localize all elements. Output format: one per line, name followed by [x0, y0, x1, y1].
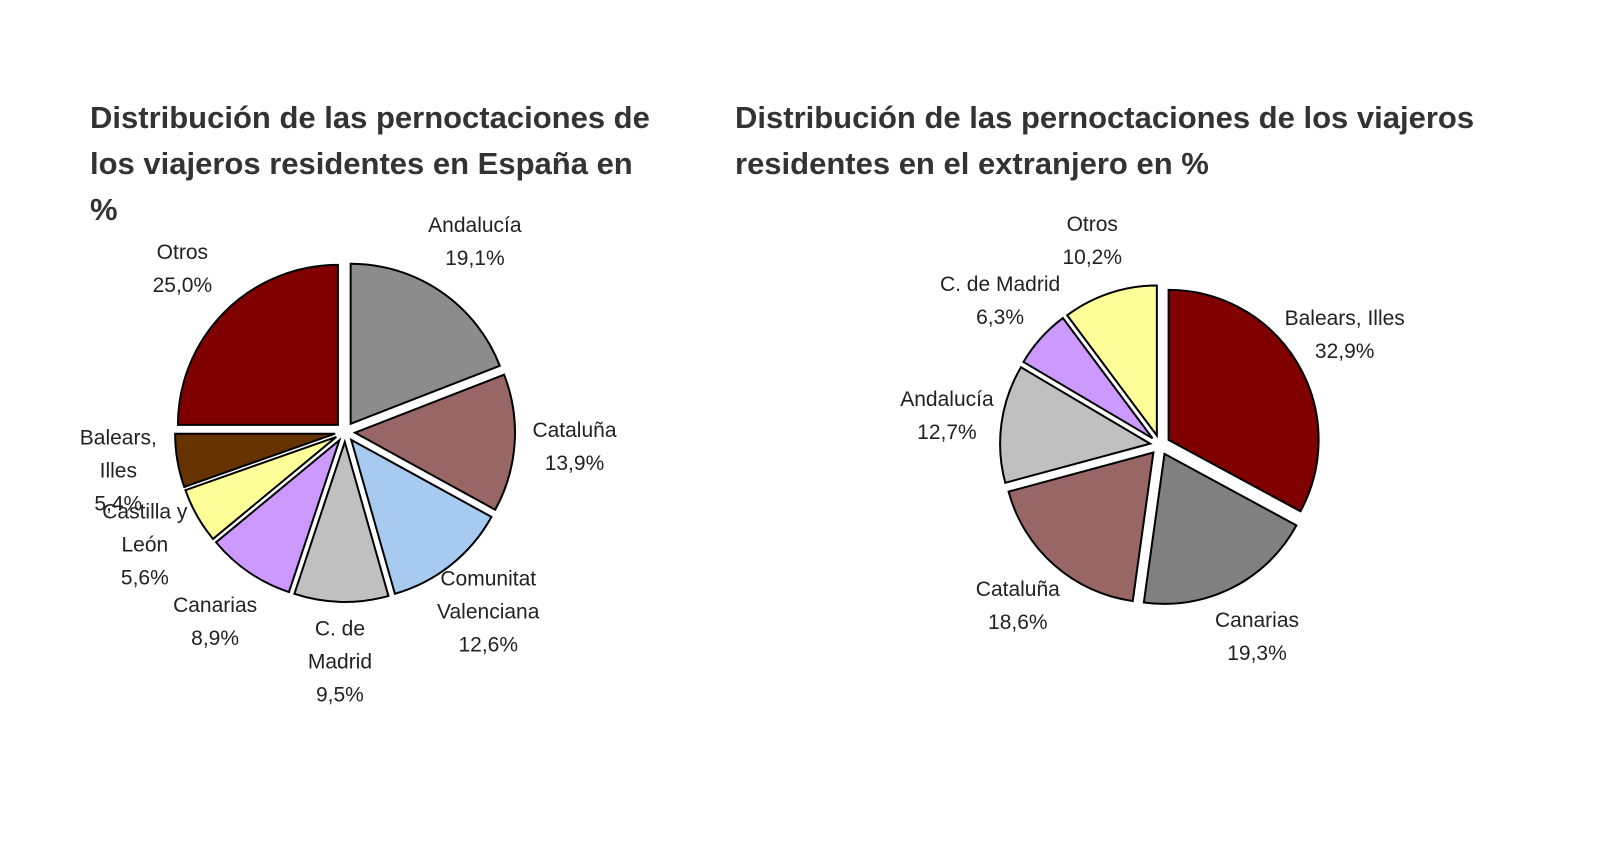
pie-slice [352, 373, 516, 512]
pie-slice [349, 437, 493, 595]
value-label: 25,0% [152, 274, 213, 298]
value-label: 10,2% [1062, 245, 1123, 269]
category-label: Andalucía [428, 214, 522, 238]
value-label: 5,6% [120, 566, 169, 590]
slice-label: C. de Madrid 6,3% [940, 268, 1060, 334]
category-label: Otros [1066, 212, 1118, 236]
category-label: Balears, Illes [1284, 306, 1405, 330]
category-label: Balears, Illes [79, 426, 157, 483]
value-label: 19,1% [445, 247, 505, 271]
pie-slice [174, 432, 336, 489]
value-label: 19,3% [1227, 641, 1287, 665]
pie-slice [1007, 451, 1155, 603]
pie-slice [349, 262, 502, 426]
slice-label: Comunitat Valenciana 12,6% [437, 562, 539, 661]
pie-slice [1167, 288, 1320, 513]
slice-label: Balears, Illes 5,4% [80, 421, 157, 520]
value-label: 18,6% [988, 611, 1048, 635]
pie-slice [1065, 284, 1158, 439]
category-label: Castilla y León [102, 500, 188, 557]
slice-label: Canarias 19,3% [1215, 604, 1299, 670]
pie-slice [1022, 316, 1154, 440]
slice-label: Andalucía 12,7% [900, 383, 993, 449]
category-label: Cataluña [975, 578, 1060, 602]
slice-label: Otros 10,2% [1062, 208, 1122, 274]
pie-slice [1142, 452, 1298, 605]
pie-slice [293, 438, 390, 603]
value-label: 12,6% [458, 633, 519, 657]
category-label: C. de Madrid [939, 273, 1061, 297]
value-label: 6,3% [976, 306, 1024, 330]
pie-slice [999, 365, 1153, 485]
slice-label: Otros 25,0% [153, 236, 213, 302]
pie-slice [184, 435, 337, 541]
chart-title: Distribución de las pernoctaciones de lo… [90, 100, 650, 227]
slice-label: Balears, Illes 32,9% [1285, 302, 1405, 368]
pie-slice [176, 263, 339, 426]
value-label: 5,4% [94, 492, 143, 516]
slice-label: C. de Madrid 9,5% [308, 612, 372, 711]
value-label: 9,5% [315, 683, 364, 707]
pie-slice [214, 437, 342, 594]
value-label: 32,9% [1314, 339, 1375, 363]
category-label: Cataluña [532, 419, 617, 443]
category-label: Canarias [1214, 608, 1300, 632]
slice-label: Andalucía 19,1% [428, 209, 521, 275]
slice-label: Canarias 8,9% [173, 589, 257, 655]
category-label: Canarias [173, 593, 258, 617]
category-label: Otros [156, 241, 209, 265]
value-label: 12,7% [917, 421, 977, 445]
value-label: 13,9% [544, 452, 605, 476]
category-label: Comunitat Valenciana [437, 567, 540, 624]
chart-title: Distribución de las pernoctaciones de lo… [735, 100, 1475, 181]
category-label: Andalucía [900, 388, 994, 412]
category-label: C. de Madrid [307, 617, 373, 674]
slice-label: Castilla y León 5,6% [102, 496, 187, 595]
slice-label: Cataluña 18,6% [976, 573, 1060, 639]
value-label: 8,9% [191, 626, 240, 650]
slice-label: Cataluña 13,9% [532, 414, 616, 480]
